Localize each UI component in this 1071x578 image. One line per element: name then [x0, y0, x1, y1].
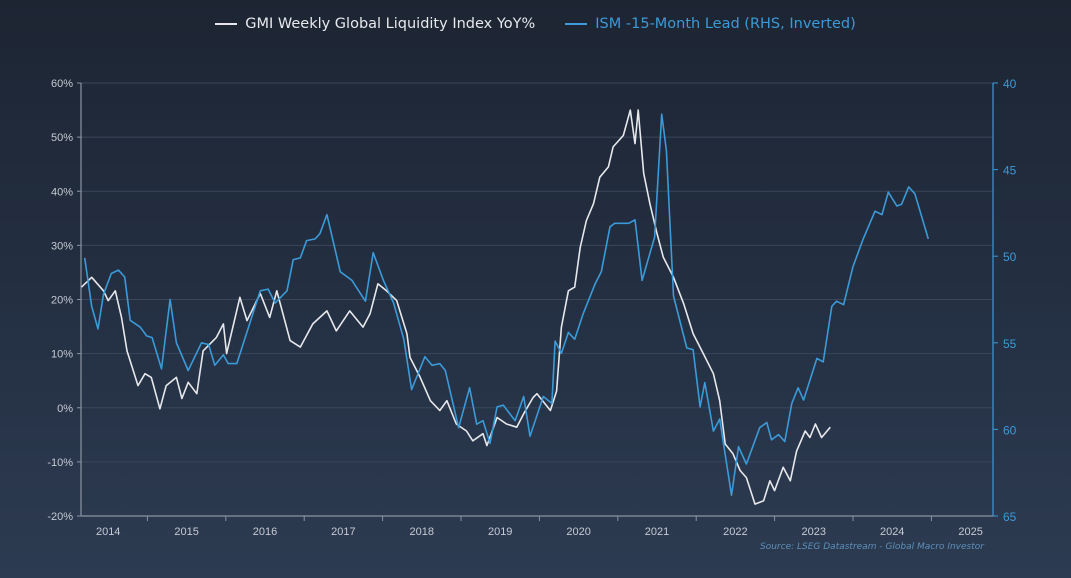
right-tick-label: 65 [1003, 510, 1017, 524]
left-tick-label: 40% [51, 186, 73, 198]
right-tick-label: 45 [1003, 164, 1017, 178]
right-tick-label: 40 [1003, 77, 1017, 91]
left-tick-label: -20% [47, 511, 73, 523]
x-tick-label: 2017 [331, 526, 355, 538]
left-tick-label: -10% [47, 457, 73, 469]
x-tick-label: 2020 [566, 526, 590, 538]
left-tick-label: 60% [51, 78, 73, 90]
gmi-liquidity-line [80, 109, 831, 505]
right-tick-label: 55 [1003, 337, 1017, 351]
right-tick-label: 50 [1003, 250, 1017, 264]
legend-swatch-gmi [215, 23, 238, 25]
source-note: Source: LSEG Datastream - Global Macro I… [760, 542, 984, 552]
x-tick-label: 2018 [410, 526, 434, 538]
x-tick-label: 2022 [723, 526, 747, 538]
legend-item-gmi[interactable]: GMI Weekly Global Liquidity Index YoY% [215, 16, 535, 32]
x-tick-label: 2023 [802, 526, 826, 538]
legend-item-ism[interactable]: ISM -15-Month Lead (RHS, Inverted) [565, 16, 856, 32]
right-tick-label: 60 [1003, 423, 1017, 437]
left-tick-label: 50% [51, 132, 73, 144]
left-tick-label: 10% [51, 349, 73, 361]
x-tick-label: 2014 [96, 526, 120, 538]
legend-swatch-ism [565, 23, 588, 25]
x-tick-label: 2016 [253, 526, 277, 538]
legend: GMI Weekly Global Liquidity Index YoY% I… [0, 16, 1071, 32]
x-tick-label: 2021 [645, 526, 669, 538]
x-tick-label: 2015 [174, 526, 198, 538]
x-tick-label: 2025 [958, 526, 982, 538]
left-tick-label: 0% [57, 403, 73, 415]
legend-label-gmi: GMI Weekly Global Liquidity Index YoY% [245, 16, 536, 32]
left-tick-label: 20% [51, 295, 73, 307]
x-tick-label: 2019 [488, 526, 512, 538]
ism-lead-line [83, 113, 930, 497]
x-tick-label: 2024 [880, 526, 904, 538]
left-tick-label: 30% [51, 240, 73, 252]
legend-label-ism: ISM -15-Month Lead (RHS, Inverted) [595, 16, 856, 32]
